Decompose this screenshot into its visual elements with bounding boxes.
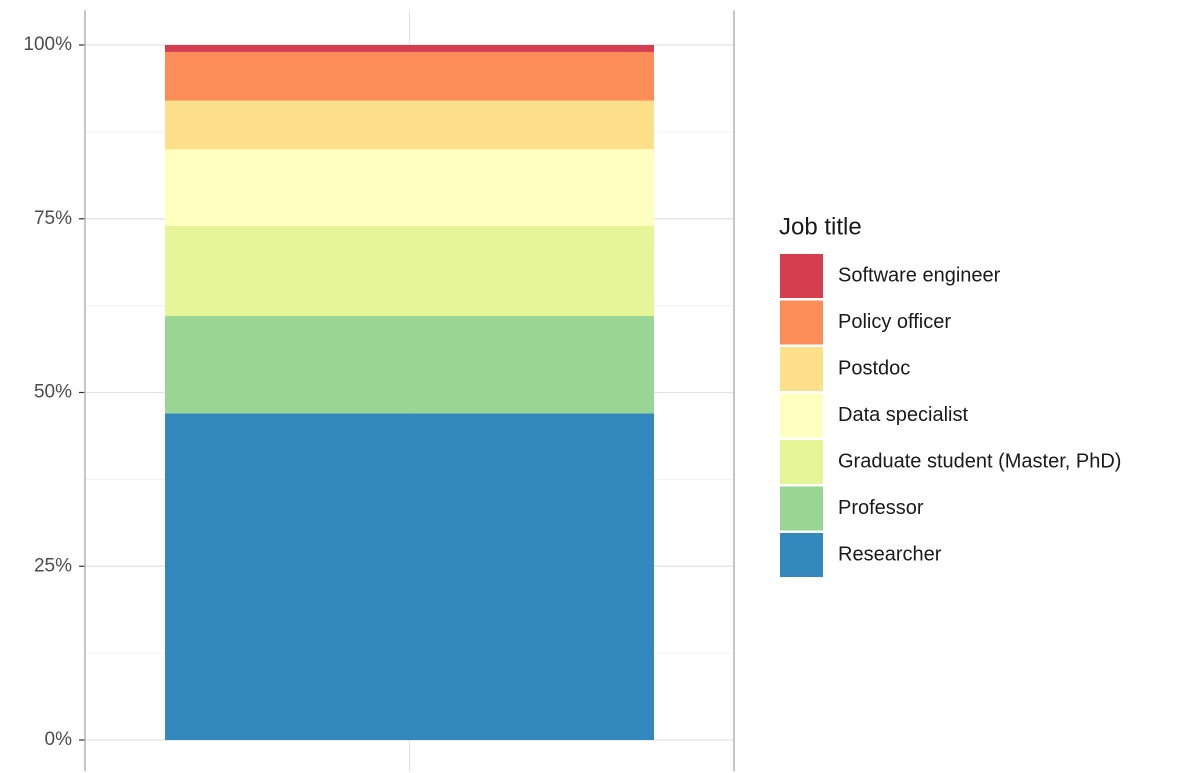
legend-key (780, 440, 823, 484)
legend-key (780, 533, 823, 577)
legend-label: Graduate student (Master, PhD) (838, 450, 1121, 472)
legend-title: Job title (779, 213, 862, 240)
legend-key (780, 347, 823, 391)
legend-label: Researcher (838, 543, 942, 565)
legend-label: Postdoc (838, 357, 910, 379)
bar-segment (165, 100, 654, 150)
y-tick-label: 100% (23, 34, 72, 55)
legend-label: Policy officer (838, 311, 951, 333)
legend-key (780, 300, 823, 345)
y-tick-label: 50% (34, 382, 72, 403)
bar-segment (165, 316, 654, 414)
legend-label: Software engineer (838, 264, 1001, 286)
bar-segment (165, 149, 654, 226)
legend-key (780, 486, 823, 531)
y-tick-label: 75% (34, 208, 72, 229)
legend-label: Data specialist (838, 404, 969, 426)
bar-segment (165, 45, 654, 52)
y-tick-label: 0% (45, 729, 73, 750)
y-tick-label: 25% (34, 555, 72, 576)
bar-segment (165, 51, 654, 101)
bar-segment (165, 225, 654, 317)
bar-segment (165, 413, 654, 740)
legend-key (780, 254, 823, 298)
legend-label: Professor (838, 497, 924, 519)
legend-key (780, 393, 823, 438)
